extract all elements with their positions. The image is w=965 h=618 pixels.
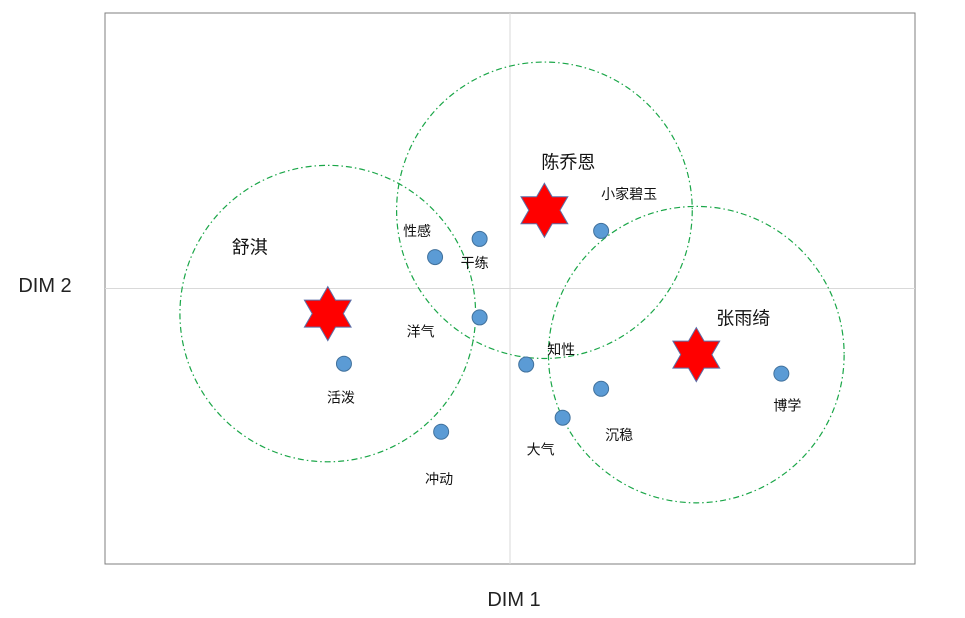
point-label: 小家碧玉 bbox=[601, 186, 657, 203]
star-marker bbox=[672, 326, 721, 383]
point-label: 沉稳 bbox=[605, 428, 633, 444]
point-label: 性感 bbox=[403, 223, 431, 240]
data-point bbox=[554, 409, 571, 426]
star-label: 陈乔恩 bbox=[541, 152, 595, 173]
data-point bbox=[335, 355, 352, 372]
star-label: 张雨绮 bbox=[716, 309, 770, 330]
cluster-circle bbox=[547, 205, 845, 504]
point-label: 博学 bbox=[773, 398, 801, 415]
data-point bbox=[433, 423, 450, 440]
data-point bbox=[518, 356, 535, 373]
star-marker bbox=[303, 285, 352, 342]
point-label: 冲动 bbox=[425, 472, 453, 488]
data-point bbox=[471, 309, 488, 326]
data-point bbox=[773, 365, 790, 382]
data-point bbox=[427, 249, 444, 266]
data-point bbox=[471, 230, 488, 247]
star-label: 舒淇 bbox=[232, 238, 268, 259]
point-label: 洋气 bbox=[407, 324, 435, 340]
star-marker bbox=[520, 182, 569, 239]
data-point bbox=[593, 222, 610, 239]
cluster-circle bbox=[395, 61, 693, 360]
point-label: 大气 bbox=[527, 443, 555, 459]
point-label: 干练 bbox=[461, 256, 489, 272]
point-label: 知性 bbox=[547, 342, 575, 359]
point-label: 活泼 bbox=[327, 391, 355, 407]
y-axis-title: DIM 2 bbox=[18, 275, 71, 297]
x-axis-title: DIM 1 bbox=[487, 589, 540, 611]
data-point bbox=[593, 380, 610, 397]
